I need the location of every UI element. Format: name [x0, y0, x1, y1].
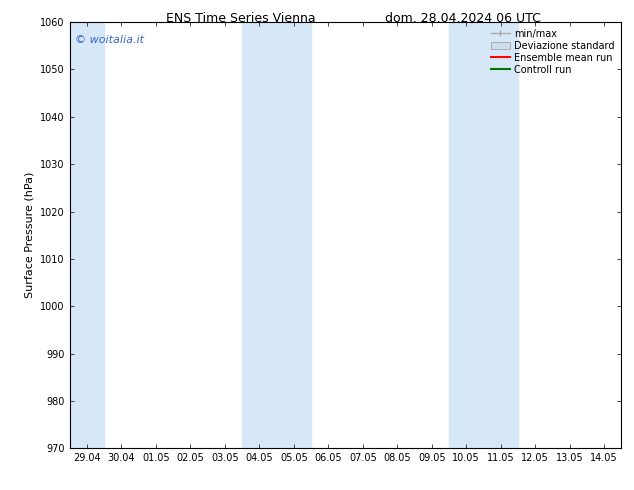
Text: dom. 28.04.2024 06 UTC: dom. 28.04.2024 06 UTC — [385, 12, 541, 25]
Text: ENS Time Series Vienna: ENS Time Series Vienna — [166, 12, 316, 25]
Legend: min/max, Deviazione standard, Ensemble mean run, Controll run: min/max, Deviazione standard, Ensemble m… — [487, 25, 618, 78]
Bar — [242, 22, 311, 448]
Bar — [449, 22, 518, 448]
Bar — [70, 22, 104, 448]
Y-axis label: Surface Pressure (hPa): Surface Pressure (hPa) — [25, 172, 35, 298]
Text: © woitalia.it: © woitalia.it — [75, 35, 145, 45]
